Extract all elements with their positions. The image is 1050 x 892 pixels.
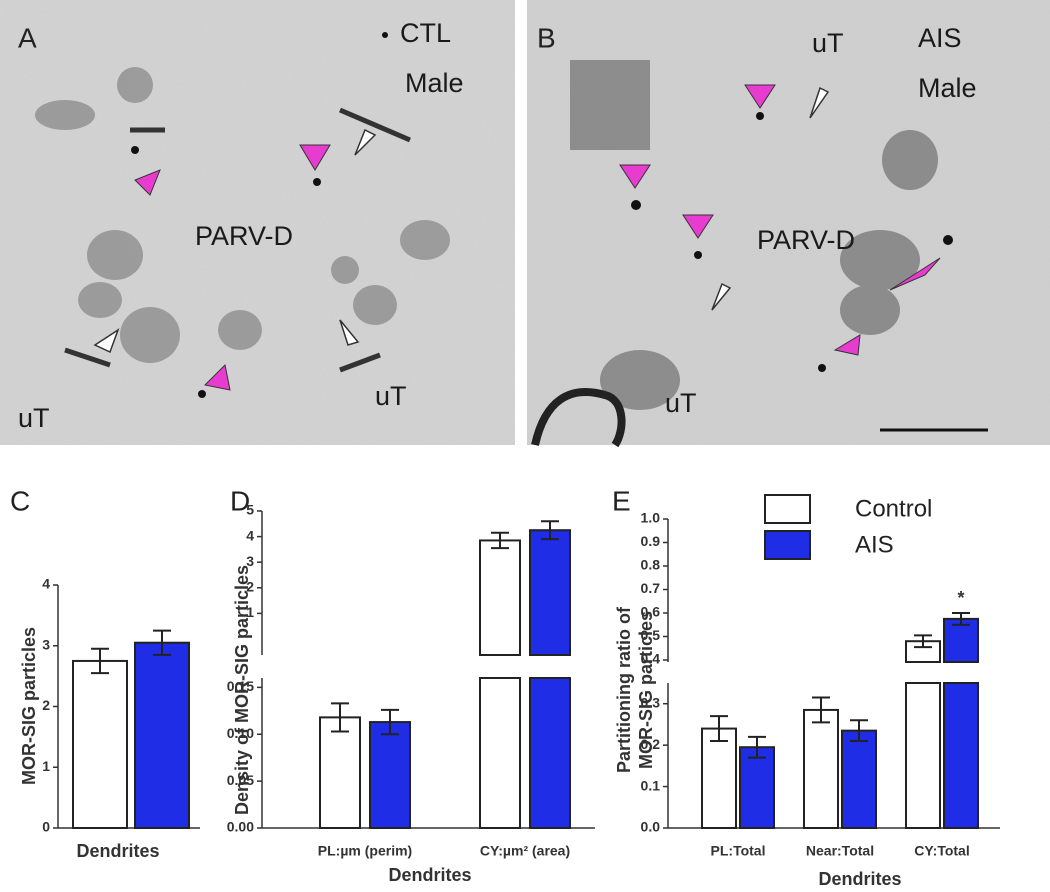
bar bbox=[529, 677, 571, 829]
y-tick-label: 1 bbox=[42, 758, 50, 774]
error-bar bbox=[812, 696, 830, 724]
panel-label: E bbox=[612, 485, 631, 516]
micrograph-label: PARV-D bbox=[195, 221, 293, 251]
y-tick-label: 0.5 bbox=[641, 627, 661, 643]
error-bar bbox=[748, 735, 766, 759]
error-bar bbox=[91, 647, 109, 675]
y-tick-label: 0.8 bbox=[641, 557, 661, 573]
bar bbox=[479, 539, 521, 656]
bar bbox=[369, 721, 411, 829]
y-tick-label: 2 bbox=[246, 579, 254, 595]
error-bar bbox=[381, 708, 399, 736]
error-bar bbox=[914, 634, 932, 649]
micrograph-label: PARV-D bbox=[757, 225, 855, 255]
x-axis-label: Dendrites bbox=[818, 869, 901, 889]
y-tick-label: 0.7 bbox=[641, 580, 661, 596]
y-tick-label: 2 bbox=[42, 697, 50, 713]
x-tick-label: CY:Total bbox=[914, 843, 969, 859]
x-tick-label: PL:Total bbox=[711, 843, 766, 859]
y-tick-label: 0.05 bbox=[227, 772, 254, 788]
y-tick-label: 0.1 bbox=[641, 777, 661, 793]
y-tick-label: 0.00 bbox=[227, 819, 254, 835]
legend-swatch bbox=[764, 530, 811, 560]
y-tick-label: 0 bbox=[42, 819, 50, 835]
bar bbox=[479, 677, 521, 829]
bar bbox=[134, 641, 190, 830]
y-tick-label: 5 bbox=[246, 502, 254, 518]
x-tick-label: CY:µm² (area) bbox=[480, 843, 570, 859]
y-tick-label: 0.9 bbox=[641, 533, 661, 549]
y-tick-label: 0.2 bbox=[641, 736, 661, 752]
y-axis-label: Density of MOR-SIG particles bbox=[232, 565, 252, 815]
x-axis-label: Dendrites bbox=[76, 841, 159, 861]
bar bbox=[72, 659, 128, 829]
y-tick-label: 0.15 bbox=[227, 678, 254, 694]
bar bbox=[803, 708, 839, 830]
micrograph-b bbox=[527, 0, 1050, 448]
y-tick-label: 1.0 bbox=[641, 510, 661, 526]
error-bar bbox=[710, 715, 728, 742]
annotation: * bbox=[957, 588, 964, 608]
bar bbox=[841, 729, 877, 830]
error-bar bbox=[541, 520, 559, 541]
y-tick-label: 0.10 bbox=[227, 725, 254, 741]
micrograph-label: CTL bbox=[400, 18, 451, 48]
y-axis-label: Partitioning ratio of bbox=[614, 606, 634, 773]
legend-swatch bbox=[764, 494, 811, 524]
panel-label: A bbox=[18, 22, 37, 53]
legend-label: AIS bbox=[855, 531, 894, 558]
error-bar bbox=[153, 629, 171, 656]
error-bar bbox=[491, 531, 509, 550]
y-tick-label: 4 bbox=[246, 527, 254, 543]
micrograph-label: Male bbox=[918, 73, 977, 103]
error-bar bbox=[952, 612, 970, 626]
y-axis-label: MOR-SIG particles bbox=[19, 627, 39, 785]
x-axis-label: Dendrites bbox=[388, 865, 471, 885]
y-tick-label: 1 bbox=[246, 604, 254, 620]
error-bar bbox=[850, 719, 868, 742]
bar bbox=[943, 682, 979, 829]
micrograph-label: uT bbox=[665, 388, 697, 418]
bar bbox=[739, 746, 775, 830]
y-tick-label: 0.4 bbox=[641, 651, 661, 667]
bar bbox=[905, 682, 941, 829]
error-bar bbox=[331, 702, 349, 733]
panel-label: B bbox=[537, 22, 556, 53]
y-tick-label: 0.0 bbox=[641, 819, 661, 835]
panel-label: D bbox=[230, 485, 250, 516]
legend-label: Control bbox=[855, 495, 932, 522]
y-tick-label: 0.6 bbox=[641, 604, 661, 620]
y-tick-label: 4 bbox=[42, 576, 50, 592]
x-tick-label: PL:µm (perim) bbox=[318, 843, 412, 859]
bar bbox=[319, 716, 361, 829]
micrograph-label: uT bbox=[18, 403, 50, 433]
bar bbox=[701, 727, 737, 829]
micrograph-label: AIS bbox=[918, 23, 962, 53]
panel-label: C bbox=[10, 485, 30, 516]
x-tick-label: Near:Total bbox=[806, 843, 874, 859]
bar bbox=[529, 529, 571, 657]
y-axis-label: MOR-SIG particles bbox=[636, 611, 656, 769]
y-tick-label: 3 bbox=[42, 636, 50, 652]
micrograph-label: Male bbox=[405, 68, 464, 98]
y-tick-label: 0.3 bbox=[641, 694, 661, 710]
micrograph-label: uT bbox=[375, 381, 407, 411]
bar bbox=[943, 617, 979, 663]
micrograph-a bbox=[0, 0, 515, 445]
micrograph-label: uT bbox=[812, 28, 844, 58]
y-tick-label: 3 bbox=[246, 553, 254, 569]
